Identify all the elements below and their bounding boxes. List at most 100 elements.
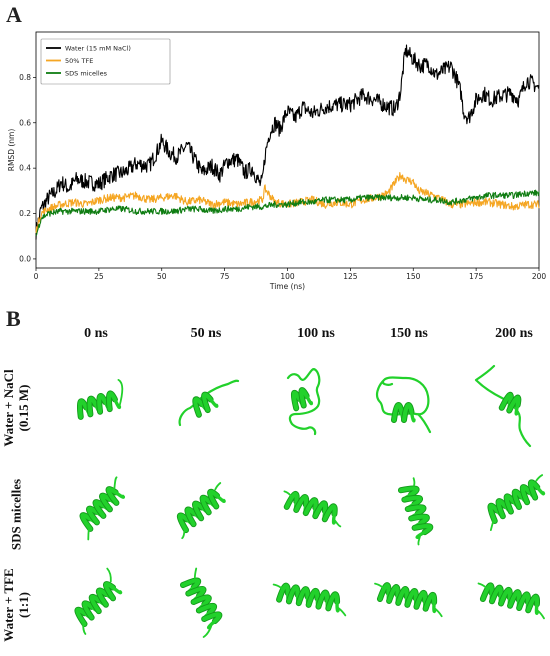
structure-sds-100ns-turn: [284, 491, 299, 509]
structure-sds-50ns-tail-b: [214, 482, 222, 491]
structure-sds-200ns-tail-a: [489, 518, 495, 532]
structure-nacl-200ns-helix: [498, 391, 522, 416]
structure-tfe-100ns-turn: [326, 592, 340, 611]
structure-sds-100ns-turn: [294, 495, 309, 513]
y-tick-label: 0.4: [19, 164, 31, 173]
structure-tfe-0ns-turn: [75, 607, 87, 627]
x-tick-label: 0: [34, 272, 39, 281]
structure-nacl-0ns-turn: [106, 391, 118, 412]
structure-nacl-150ns-coil: [375, 376, 432, 434]
structure-sds-150ns-turn: [409, 514, 429, 525]
structure-sds-0ns-turn-front: [113, 490, 126, 499]
structure-sds-100ns: [283, 490, 342, 528]
structure-tfe-0ns: [74, 567, 123, 635]
structure-sds-50ns: [176, 482, 226, 540]
structure-tfe-50ns-tail-b: [202, 625, 213, 638]
structure-sds-100ns-tail-a: [283, 490, 292, 497]
structure-tfe-0ns-tail-b: [106, 567, 112, 583]
structure-sds-200ns-tail-b: [535, 474, 544, 482]
structure-tfe-100ns-turn: [286, 585, 300, 604]
y-tick-label: 0.8: [19, 73, 31, 82]
structure-sds-150ns-turn: [398, 486, 419, 497]
structure-nacl-100ns-helix: [290, 387, 314, 412]
legend-label-2: SDS micelles: [65, 69, 108, 77]
structure-tfe-100ns-turn: [296, 587, 310, 606]
x-tick-label: 50: [157, 272, 167, 281]
structure-nacl-150ns-helix: [391, 402, 416, 423]
series-line-0: [35, 44, 540, 240]
structure-tfe-150ns-turn: [396, 587, 409, 605]
time-label-150: 150 ns: [390, 326, 428, 341]
structure-nacl-150ns-helix-turn: [391, 403, 404, 423]
structure-nacl-200ns-helix-turn-front: [514, 403, 520, 416]
structure-sds-200ns-turn: [504, 494, 516, 514]
structure-tfe-200ns-turn: [480, 583, 494, 602]
structure-nacl-150ns-helix-turn: [401, 403, 414, 423]
structure-nacl-0ns-turn: [87, 396, 98, 417]
structure-tfe-200ns-turn: [517, 592, 531, 611]
structure-nacl-200ns-helix-turn: [499, 392, 513, 410]
structure-sds-0ns-turn: [93, 500, 106, 519]
structure-nacl-0ns: [76, 378, 124, 420]
structure-sds-200ns: [487, 474, 546, 532]
structure-tfe-100ns-turn: [276, 583, 290, 602]
x-tick-label: 200: [532, 272, 547, 281]
structure-sds-50ns-turn: [208, 489, 220, 509]
structure-sds-200ns-turn: [512, 489, 524, 510]
legend-box: [40, 38, 171, 85]
structure-tfe-200ns: [477, 582, 545, 620]
legend-label-1: 50% TFE: [65, 57, 93, 65]
structure-nacl-200ns-helix-turn: [507, 395, 521, 413]
structure-tfe-150ns-turn: [405, 589, 418, 607]
structure-nacl-50ns-helix-turn: [201, 392, 213, 413]
structure-sds-0ns-turn: [106, 487, 119, 505]
structure-tfe-100ns-turn: [316, 590, 330, 609]
structure-tfe-200ns-turn: [526, 594, 540, 613]
structure-sds-50ns-turn: [200, 495, 212, 515]
structure-sds-50ns-tail-a: [181, 527, 186, 540]
y-tick-label: 0.2: [19, 209, 31, 218]
structure-tfe-50ns-turn-front: [206, 619, 217, 630]
structure-sds-0ns-turn: [80, 513, 93, 532]
structure-sds-100ns-tail-b: [334, 519, 342, 528]
x-tick-label: 150: [406, 272, 421, 281]
x-axis-label: Time (ns): [269, 282, 305, 291]
structure-sds-100ns-turn: [322, 504, 337, 522]
structure-sds-150ns-turn-front: [415, 530, 427, 540]
structure-tfe-150ns-tail-a: [374, 582, 384, 589]
structure-sds-0ns-tail-a: [87, 526, 90, 541]
structure-tfe-200ns-turn: [489, 585, 503, 604]
rmsd-chart: 0 25 50 75 100 125 150 175 200 0.0 0.2 0.4 0.6 0.8 Tim…: [7, 31, 547, 291]
x-tick-label: 175: [469, 272, 484, 281]
structure-sds-150ns-tail-a: [412, 477, 416, 487]
structure-sds-200ns-turn: [496, 498, 507, 519]
panel-b-letter: B: [6, 306, 21, 331]
time-label-100: 100 ns: [297, 326, 335, 341]
structure-sds-200ns-turn: [488, 503, 499, 524]
time-label-200: 200 ns: [495, 326, 533, 341]
structure-nacl-50ns-helix-turn: [193, 397, 204, 417]
structure-sds-150ns: [397, 477, 434, 546]
structure-nacl-0ns-tail-b: [117, 378, 124, 408]
structure-sds-150ns-tail-b: [417, 535, 421, 546]
x-tick-label: 100: [280, 272, 295, 281]
y-tick-label: 0.0: [19, 254, 31, 263]
structure-tfe-0ns-turn: [103, 581, 116, 601]
x-tick-label: 125: [343, 272, 358, 281]
structure-sds-200ns-turn: [528, 480, 540, 500]
structure-tfe-150ns: [374, 582, 443, 618]
structure-nacl-100ns-helix-turn: [291, 390, 302, 411]
structure-tfe-50ns-turn: [196, 603, 217, 615]
structure-tfe-0ns-turn-front: [111, 585, 123, 595]
structure-sds-150ns-turn: [412, 523, 433, 535]
structure-sds-0ns-turn: [86, 506, 99, 525]
structure-tfe-200ns-tail-a: [477, 582, 487, 589]
structure-tfe-50ns-turn: [191, 595, 211, 607]
series-line-2: [35, 189, 540, 236]
structure-tfe-150ns-tail-b: [434, 607, 443, 618]
structure-sds-100ns-turn-front: [331, 512, 337, 525]
structure-tfe-200ns-turn: [507, 590, 521, 608]
structure-sds-50ns-turn-front: [215, 494, 226, 504]
structure-tfe-0ns-turn: [89, 594, 101, 614]
structure-tfe-100ns-tail-a: [272, 583, 283, 589]
